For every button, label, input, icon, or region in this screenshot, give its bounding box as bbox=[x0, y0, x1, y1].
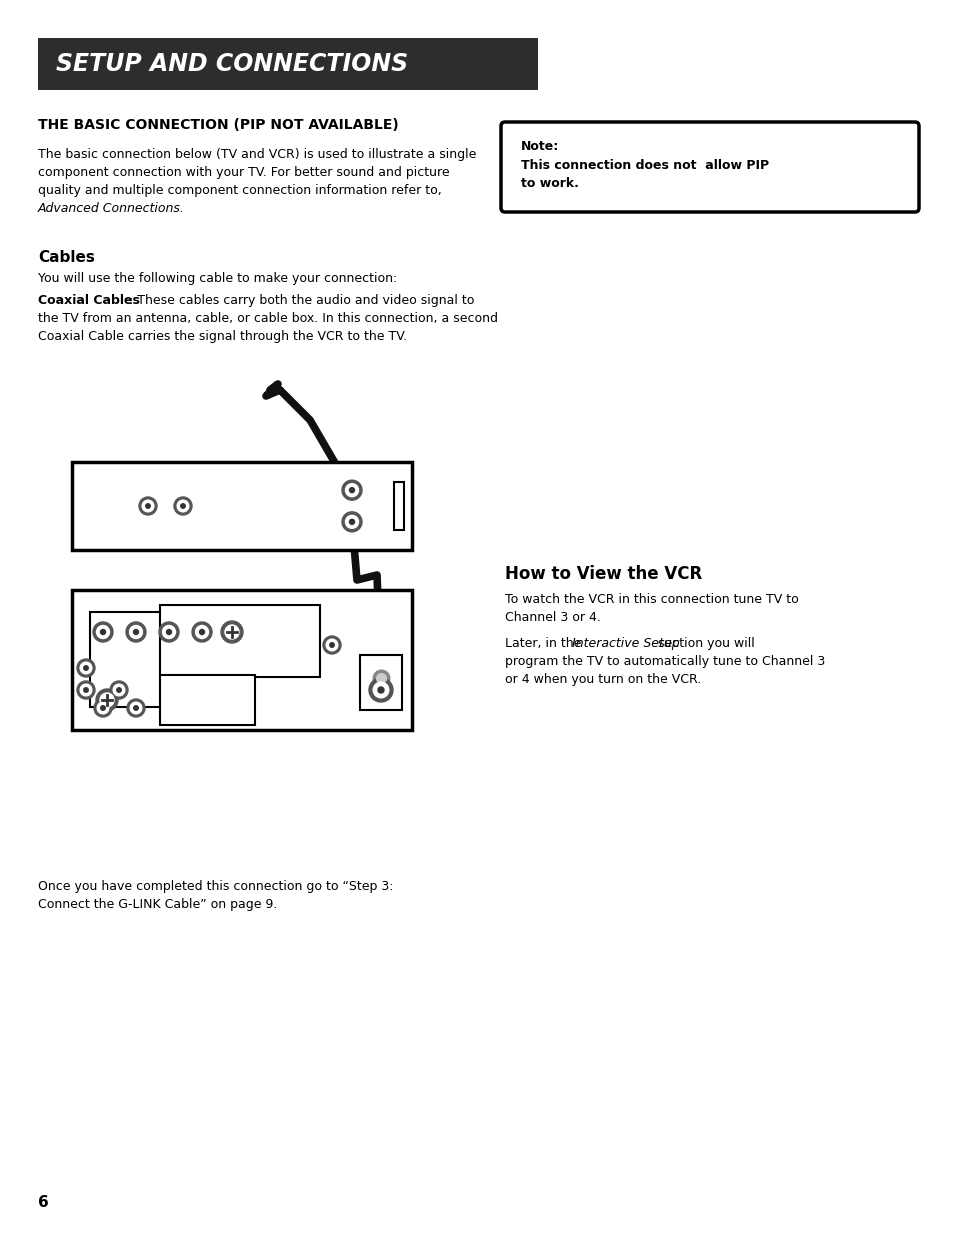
Text: Channel 3 or 4.: Channel 3 or 4. bbox=[504, 611, 600, 624]
Text: quality and multiple component connection information refer to,: quality and multiple component connectio… bbox=[38, 184, 441, 198]
Circle shape bbox=[323, 636, 340, 655]
Bar bbox=[71, 590, 412, 730]
Circle shape bbox=[80, 684, 91, 695]
Text: section you will: section you will bbox=[653, 637, 754, 650]
Circle shape bbox=[142, 500, 153, 511]
Bar bbox=[71, 462, 412, 550]
Circle shape bbox=[116, 688, 121, 693]
Text: Cables: Cables bbox=[38, 249, 94, 266]
Circle shape bbox=[92, 622, 112, 642]
Circle shape bbox=[127, 699, 145, 718]
Text: Later, in the: Later, in the bbox=[504, 637, 585, 650]
Circle shape bbox=[199, 630, 204, 635]
Text: Coaxial Cables: Coaxial Cables bbox=[38, 294, 140, 308]
Text: Coaxial Cable carries the signal through the VCR to the TV.: Coaxial Cable carries the signal through… bbox=[38, 330, 407, 343]
Circle shape bbox=[130, 625, 142, 638]
Circle shape bbox=[80, 662, 91, 674]
Circle shape bbox=[77, 680, 95, 699]
Circle shape bbox=[96, 625, 110, 638]
Circle shape bbox=[326, 640, 337, 651]
Text: : These cables carry both the audio and video signal to: : These cables carry both the audio and … bbox=[129, 294, 474, 308]
Circle shape bbox=[341, 480, 361, 500]
Circle shape bbox=[330, 642, 334, 647]
Circle shape bbox=[84, 666, 89, 671]
Circle shape bbox=[130, 703, 142, 714]
Bar bbox=[359, 655, 401, 710]
Text: Advanced Connections.: Advanced Connections. bbox=[38, 203, 185, 215]
Bar bbox=[90, 613, 168, 706]
Text: THE BASIC CONNECTION (PIP NOT AVAILABLE): THE BASIC CONNECTION (PIP NOT AVAILABLE) bbox=[38, 119, 398, 132]
Text: the TV from an antenna, cable, or cable box. In this connection, a second: the TV from an antenna, cable, or cable … bbox=[38, 312, 497, 325]
Circle shape bbox=[77, 659, 95, 677]
Circle shape bbox=[162, 625, 175, 638]
Circle shape bbox=[167, 630, 172, 635]
Circle shape bbox=[94, 699, 112, 718]
Text: 6: 6 bbox=[38, 1195, 49, 1210]
Circle shape bbox=[113, 684, 125, 695]
Bar bbox=[160, 676, 254, 725]
Circle shape bbox=[221, 621, 243, 643]
Text: Note:: Note: bbox=[520, 140, 558, 153]
Circle shape bbox=[97, 703, 109, 714]
Text: To watch the VCR in this connection tune TV to: To watch the VCR in this connection tune… bbox=[504, 593, 798, 606]
Circle shape bbox=[345, 484, 358, 496]
Circle shape bbox=[369, 678, 393, 701]
Circle shape bbox=[126, 622, 146, 642]
Circle shape bbox=[146, 504, 150, 509]
Bar bbox=[394, 482, 403, 530]
Circle shape bbox=[192, 622, 212, 642]
Text: or 4 when you turn on the VCR.: or 4 when you turn on the VCR. bbox=[504, 673, 700, 685]
Circle shape bbox=[101, 705, 105, 710]
Circle shape bbox=[84, 688, 89, 693]
Circle shape bbox=[110, 680, 128, 699]
Text: Connect the G-LINK Cable” on page 9.: Connect the G-LINK Cable” on page 9. bbox=[38, 898, 277, 911]
Circle shape bbox=[96, 689, 118, 711]
Circle shape bbox=[173, 496, 192, 515]
Circle shape bbox=[377, 687, 384, 693]
Text: How to View the VCR: How to View the VCR bbox=[504, 564, 701, 583]
Text: program the TV to automatically tune to Channel 3: program the TV to automatically tune to … bbox=[504, 655, 824, 668]
Circle shape bbox=[139, 496, 157, 515]
Circle shape bbox=[159, 622, 179, 642]
Text: SETUP AND CONNECTIONS: SETUP AND CONNECTIONS bbox=[56, 52, 408, 77]
Circle shape bbox=[373, 682, 389, 698]
Circle shape bbox=[100, 630, 106, 635]
Circle shape bbox=[195, 625, 209, 638]
Text: Interactive Setup: Interactive Setup bbox=[572, 637, 679, 650]
Circle shape bbox=[100, 693, 113, 706]
Text: Once you have completed this connection go to “Step 3:: Once you have completed this connection … bbox=[38, 881, 393, 893]
Circle shape bbox=[341, 511, 361, 532]
Bar bbox=[38, 38, 537, 90]
Text: component connection with your TV. For better sound and picture: component connection with your TV. For b… bbox=[38, 165, 449, 179]
Text: This connection does not  allow PIP: This connection does not allow PIP bbox=[520, 159, 768, 172]
Text: The basic connection below (TV and VCR) is used to illustrate a single: The basic connection below (TV and VCR) … bbox=[38, 148, 476, 161]
Circle shape bbox=[349, 520, 355, 525]
Circle shape bbox=[133, 630, 138, 635]
Text: to work.: to work. bbox=[520, 177, 578, 190]
Circle shape bbox=[177, 500, 189, 511]
Circle shape bbox=[225, 625, 239, 638]
Circle shape bbox=[345, 515, 358, 529]
FancyBboxPatch shape bbox=[500, 122, 918, 212]
Circle shape bbox=[133, 705, 138, 710]
Text: You will use the following cable to make your connection:: You will use the following cable to make… bbox=[38, 272, 396, 285]
Circle shape bbox=[349, 488, 355, 493]
Bar bbox=[160, 605, 319, 677]
Circle shape bbox=[180, 504, 185, 509]
